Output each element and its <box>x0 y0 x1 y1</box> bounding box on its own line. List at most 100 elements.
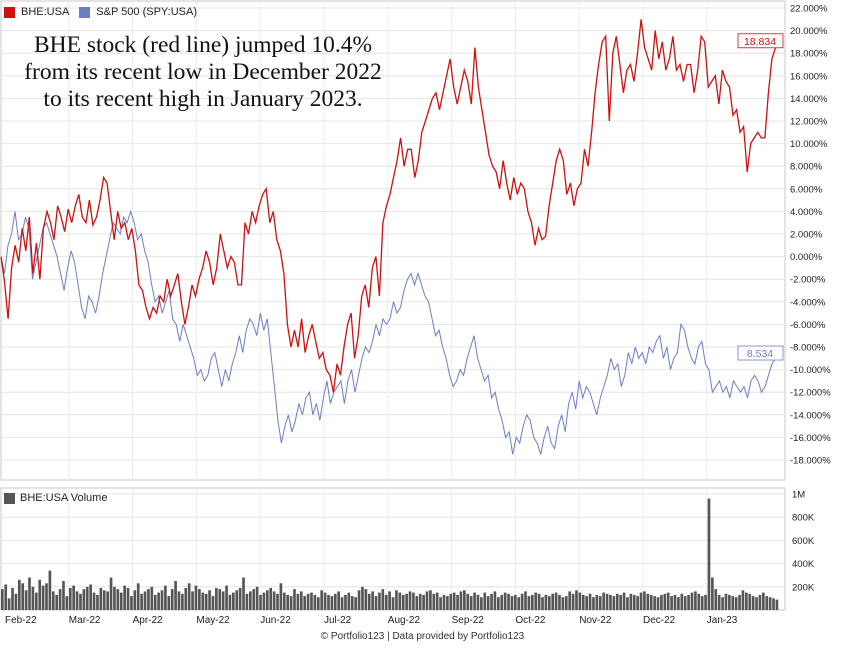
volume-bar <box>748 593 752 610</box>
volume-bar <box>680 593 684 610</box>
volume-bar <box>568 591 572 610</box>
volume-bar <box>201 592 205 610</box>
volume-bar <box>75 591 79 610</box>
volume-bar <box>408 591 412 610</box>
volume-bar <box>194 585 198 610</box>
volume-bar <box>656 597 660 610</box>
volume-bar <box>731 596 735 610</box>
volume-bar <box>174 581 177 610</box>
volume-bar <box>751 596 755 610</box>
last-value-box <box>737 345 784 361</box>
volume-bar <box>347 592 351 610</box>
volume-bar <box>130 596 133 610</box>
volume-bar <box>755 597 758 610</box>
volume-legend: BHE:USA Volume <box>4 492 107 504</box>
volume-bar <box>330 596 334 610</box>
volume-bar <box>605 593 609 610</box>
volume-bar <box>286 594 290 610</box>
volume-bar <box>99 588 103 610</box>
volume-bar <box>357 590 361 610</box>
volume-bar <box>700 596 704 610</box>
volume-bar <box>578 592 582 610</box>
volume-bar <box>480 597 483 610</box>
volume-bar <box>289 596 293 610</box>
volume-bar <box>116 589 120 610</box>
volume-bar <box>687 594 690 610</box>
volume-bar <box>530 594 534 610</box>
volume-title: BHE:USA Volume <box>20 492 108 504</box>
volume-bar <box>490 593 493 610</box>
volume-bar <box>694 591 697 610</box>
volume-bar <box>704 594 707 610</box>
volume-tick-label: 1M <box>792 490 805 501</box>
volume-bar <box>259 594 262 610</box>
volume-bar <box>466 593 470 610</box>
date-x-axis: Feb-22 Mar-22 Apr-22 May-22 Jun-22 Jul-22 Aug-… <box>5 615 738 626</box>
volume-bar <box>629 593 633 610</box>
volume-tick-label: 400K <box>792 559 815 570</box>
volume-bar <box>775 599 779 610</box>
volume-bar <box>1 589 4 610</box>
y-tick-label: 2.000% <box>790 230 823 241</box>
volume-bar <box>592 597 595 610</box>
volume-bar <box>660 594 663 610</box>
volume-bar <box>367 593 371 610</box>
legend-label-spy: S&P 500 (SPY:USA) <box>96 6 197 18</box>
main-grid <box>1 1 785 480</box>
volume-bar <box>632 594 636 610</box>
volume-bar <box>41 585 45 610</box>
volume-bar <box>646 593 650 610</box>
volume-bar <box>344 594 347 610</box>
volume-bar <box>653 596 656 610</box>
volume-bar <box>415 596 419 610</box>
y-tick-label: -12.000% <box>790 388 831 399</box>
volume-bar <box>449 593 453 610</box>
volume-bar <box>772 598 775 610</box>
y-tick-label: -10.000% <box>790 365 831 376</box>
volume-bar <box>106 591 109 610</box>
volume-bar <box>310 592 313 610</box>
volume-bar <box>89 584 92 610</box>
volume-bar <box>262 592 266 610</box>
volume-bar <box>571 593 575 610</box>
volume-bar <box>109 577 113 610</box>
volume-bar <box>242 577 245 610</box>
volume-bar <box>483 592 487 610</box>
x-tick-label: Mar-22 <box>69 615 101 626</box>
volume-bar <box>615 593 619 610</box>
volume-bar <box>276 593 279 610</box>
y-tick-label: -16.000% <box>790 433 831 444</box>
x-tick-label: Apr-22 <box>133 615 163 626</box>
volume-bar <box>412 592 415 610</box>
volume-bar <box>266 590 269 610</box>
price-y-axis: 22.000% 20.000% 18.000% 16.000% 14.000% 12.00… <box>790 4 831 467</box>
volume-bar <box>85 586 89 610</box>
volume-bar <box>123 585 126 610</box>
volume-bar <box>211 596 215 610</box>
volume-bar <box>544 594 548 610</box>
y-tick-label: 18.000% <box>790 49 828 60</box>
volume-bar <box>602 592 605 610</box>
volume-bar <box>79 593 82 610</box>
volume-bar <box>469 596 473 610</box>
volume-bar <box>612 596 616 610</box>
volume-bar <box>136 583 140 610</box>
footer-credit: © Portfolio123 | Data provided by Portfo… <box>320 631 525 642</box>
volume-bar <box>581 594 585 610</box>
volume-bar <box>187 583 191 610</box>
y-tick-label: 10.000% <box>790 139 828 150</box>
volume-bar <box>762 592 765 610</box>
volume-bar <box>717 594 721 610</box>
volume-bar <box>561 597 565 610</box>
volume-bar <box>160 590 164 610</box>
volume-bar <box>435 592 439 610</box>
y-tick-label: -4.000% <box>790 297 826 308</box>
volume-bar <box>619 594 622 610</box>
volume-bar <box>364 589 368 610</box>
y-tick-label: 8.000% <box>790 162 823 173</box>
volume-bar <box>313 594 317 610</box>
volume-bar <box>51 591 55 610</box>
volume-bar <box>724 593 728 610</box>
last-value-labels: 18.834 8.534 <box>737 33 784 361</box>
volume-bar <box>547 596 551 610</box>
